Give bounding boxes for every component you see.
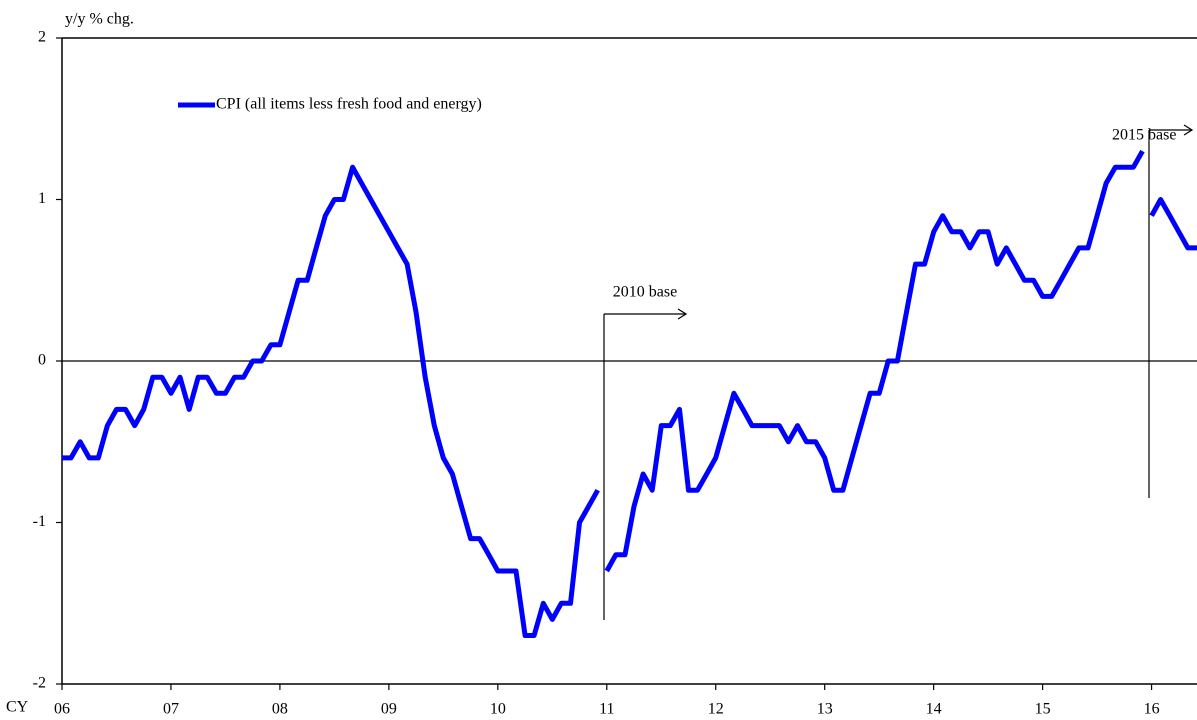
y-tick-label: 0 bbox=[38, 352, 46, 369]
y-tick-label: 1 bbox=[38, 190, 46, 207]
x-tick-label: 15 bbox=[1035, 701, 1051, 718]
y-tick-label: -1 bbox=[33, 513, 46, 530]
y-tick-label: -2 bbox=[33, 675, 46, 692]
annotation-2015-arrowhead bbox=[1183, 124, 1194, 136]
x-tick-label: 07 bbox=[163, 701, 179, 718]
x-tick-label: 10 bbox=[490, 701, 506, 718]
legend-label: CPI (all items less fresh food and energ… bbox=[216, 96, 482, 113]
x-tick-label: 14 bbox=[926, 701, 942, 718]
annotation-text: 2015 base bbox=[1112, 127, 1176, 144]
x-tick-label: 12 bbox=[708, 701, 724, 718]
series-line bbox=[62, 149, 1197, 638]
x-axis-label: CY bbox=[6, 699, 29, 716]
x-tick-label: 13 bbox=[817, 701, 833, 718]
x-tick-label: 11 bbox=[599, 701, 614, 718]
x-tick-label: 08 bbox=[272, 701, 288, 718]
annotation-text: 2010 base bbox=[613, 284, 677, 301]
x-tick-label: 09 bbox=[381, 701, 397, 718]
y-axis-label: y/y % chg. bbox=[65, 11, 134, 28]
x-tick-label: 06 bbox=[54, 701, 70, 718]
x-tick-label: 16 bbox=[1144, 701, 1160, 718]
annotation-2010-arrowhead bbox=[677, 308, 688, 320]
y-tick-label: 2 bbox=[38, 29, 46, 46]
